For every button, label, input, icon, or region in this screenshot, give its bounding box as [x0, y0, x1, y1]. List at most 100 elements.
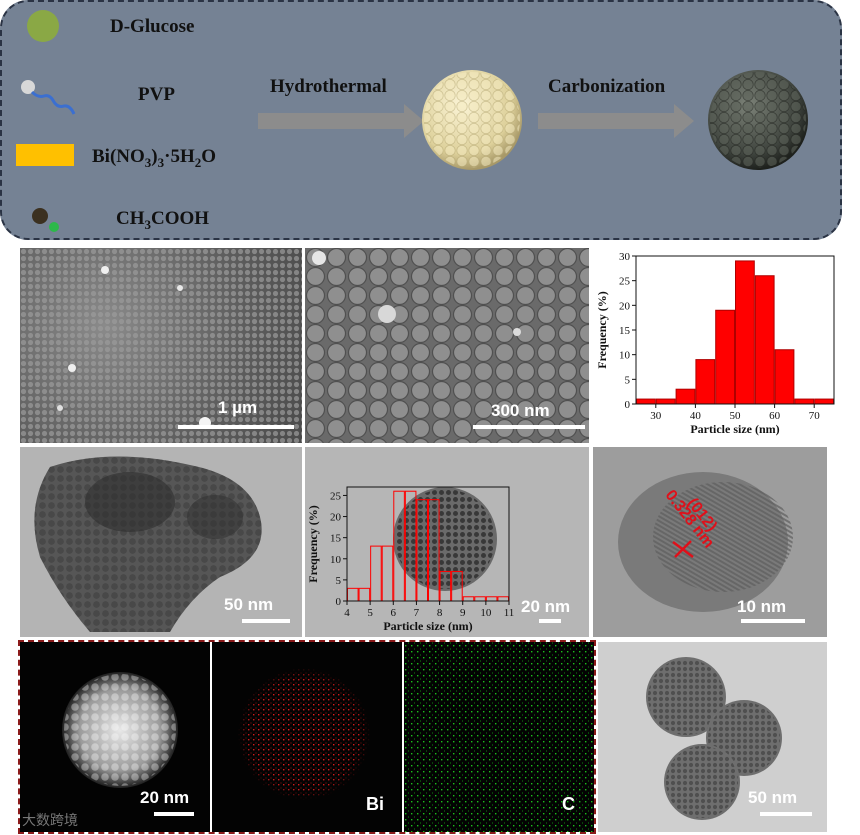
y-tick-label: 20: [619, 300, 631, 312]
plot-frame: [346, 486, 510, 602]
tem-three-particles: [646, 657, 782, 820]
histogram-bar: [655, 398, 676, 405]
scale-bar-label: 300 nm: [491, 401, 550, 420]
histogram-bar: [347, 587, 359, 602]
step-hydrothermal: Hydrothermal: [270, 76, 387, 97]
histogram-bar: [754, 275, 775, 405]
y-tick-label: 10: [619, 350, 631, 362]
histogram-bar: [451, 570, 463, 602]
histogram-bar: [381, 545, 394, 602]
y-tick-label: 15: [330, 533, 342, 545]
haadf-image: 20 nm 大数跨境: [20, 642, 210, 832]
sem-image-low-mag: 1 µm: [20, 248, 302, 443]
x-tick-label: 7: [414, 607, 420, 619]
haadf-particle: [62, 672, 178, 788]
x-tick-label: 8: [437, 607, 443, 619]
watermark: 大数跨境: [22, 813, 78, 829]
histogram-bar: [358, 587, 371, 602]
y-axis-label: Frequency (%): [595, 291, 609, 368]
scale-bar: [154, 812, 194, 816]
y-tick-label: 25: [330, 490, 342, 502]
reagent-pvp: PVP: [138, 84, 175, 105]
histogram-bar: [497, 596, 510, 602]
bismuth-nitrate-icon: [16, 144, 74, 166]
scale-bar-label: 1 µm: [218, 398, 258, 417]
scale-bar-label: 50 nm: [748, 788, 798, 807]
x-tick-label: 70: [809, 410, 821, 422]
size-histogram-sem: 30 40 50 60 70 0 5 10 15 20 25 30 Particle size (nm)…: [595, 251, 835, 436]
histogram-bar: [675, 388, 696, 405]
sem-image-high-mag: 300 nm: [305, 248, 589, 443]
histogram-bar: [393, 490, 405, 602]
reagent-bismuth-nitrate: Bi(NO3)3·5H2O: [92, 146, 217, 170]
lattice-fringes: [618, 472, 793, 612]
histogram-bar: [462, 596, 475, 602]
scale-bar-label: 10 nm: [737, 597, 787, 616]
histogram-bar: [814, 398, 834, 405]
y-tick-label: 15: [619, 325, 631, 337]
histogram-bar: [428, 499, 440, 602]
scale-bar: [741, 619, 805, 623]
histogram-bar: [636, 398, 656, 405]
reagent-glucose: D-Glucose: [110, 16, 195, 37]
c-element-map: C: [404, 642, 594, 832]
sem-particles: [305, 248, 589, 443]
histogram-bar: [774, 349, 795, 405]
x-tick-label: 6: [391, 607, 397, 619]
scale-bar-label: 50 nm: [224, 595, 274, 614]
y-tick-label: 10: [330, 554, 342, 566]
reagent-acetic-acid: CH3COOH: [116, 208, 210, 232]
x-tick-label: 30: [650, 410, 662, 422]
histogram-bar: [439, 570, 452, 602]
y-tick-label: 0: [336, 596, 342, 608]
arrow-right-icon: [258, 104, 424, 138]
precursor-sphere: [422, 70, 522, 170]
scale-bar: [242, 619, 290, 623]
tem-aggregate: [34, 456, 262, 632]
x-tick-label: 50: [730, 410, 742, 422]
hrtem-image: 0.328 nm (012) 10 nm: [593, 447, 827, 637]
pvp-icon: [21, 80, 76, 115]
scale-bar: [760, 812, 812, 816]
histogram-bar: [715, 309, 735, 405]
scale-bar-label: 20 nm: [521, 597, 571, 616]
histogram-bar: [404, 490, 417, 602]
x-tick-label: 60: [769, 410, 781, 422]
x-tick-label: 4: [344, 607, 350, 619]
tem-image-aggregate: 50 nm: [20, 447, 302, 637]
size-histogram-tem: 4 5 6 7 8 9 10 11 0 5 10 15 20 25 Particle size (nm) Fr…: [306, 486, 515, 633]
histogram-bar: [794, 398, 815, 405]
element-label-c: C: [562, 794, 575, 814]
step-carbonization: Carbonization: [548, 76, 666, 97]
acetic-acid-icon: [32, 208, 59, 232]
y-tick-label: 5: [336, 575, 342, 587]
x-tick-label: 9: [460, 607, 466, 619]
tem-image-single-particle: 4 5 6 7 8 9 10 11 0 5 10 15 20 25 Particle size (nm) Fr…: [305, 447, 589, 637]
y-tick-label: 5: [625, 374, 631, 386]
c-dots: [404, 642, 594, 832]
y-tick-label: 25: [619, 276, 631, 288]
x-tick-label: 11: [504, 607, 515, 619]
scale-bar: [473, 425, 585, 429]
bi-dots: [212, 642, 402, 832]
carbon-sphere: [708, 70, 808, 170]
element-label-bi: Bi: [366, 794, 384, 814]
histogram-bar: [485, 596, 498, 602]
histogram-bar: [416, 499, 429, 602]
tem-image-three-particles: 50 nm: [598, 642, 827, 832]
scale-bar-label: 20 nm: [140, 788, 190, 807]
x-tick-label: 5: [367, 607, 373, 619]
scale-bar: [178, 425, 294, 429]
x-tick-label: 40: [690, 410, 702, 422]
histogram-bar: [474, 596, 486, 602]
histogram-bar: [370, 545, 382, 602]
histogram-bar: [695, 359, 716, 405]
x-tick-label: 10: [480, 607, 492, 619]
y-tick-label: 20: [330, 512, 342, 524]
histogram-bar: [735, 260, 755, 405]
mapping-frame: [18, 640, 596, 834]
sem-particles: [20, 248, 302, 443]
arrow-right-icon: [538, 104, 694, 138]
bi-element-map: Bi: [212, 642, 402, 832]
x-axis-label: Particle size (nm): [690, 422, 779, 436]
